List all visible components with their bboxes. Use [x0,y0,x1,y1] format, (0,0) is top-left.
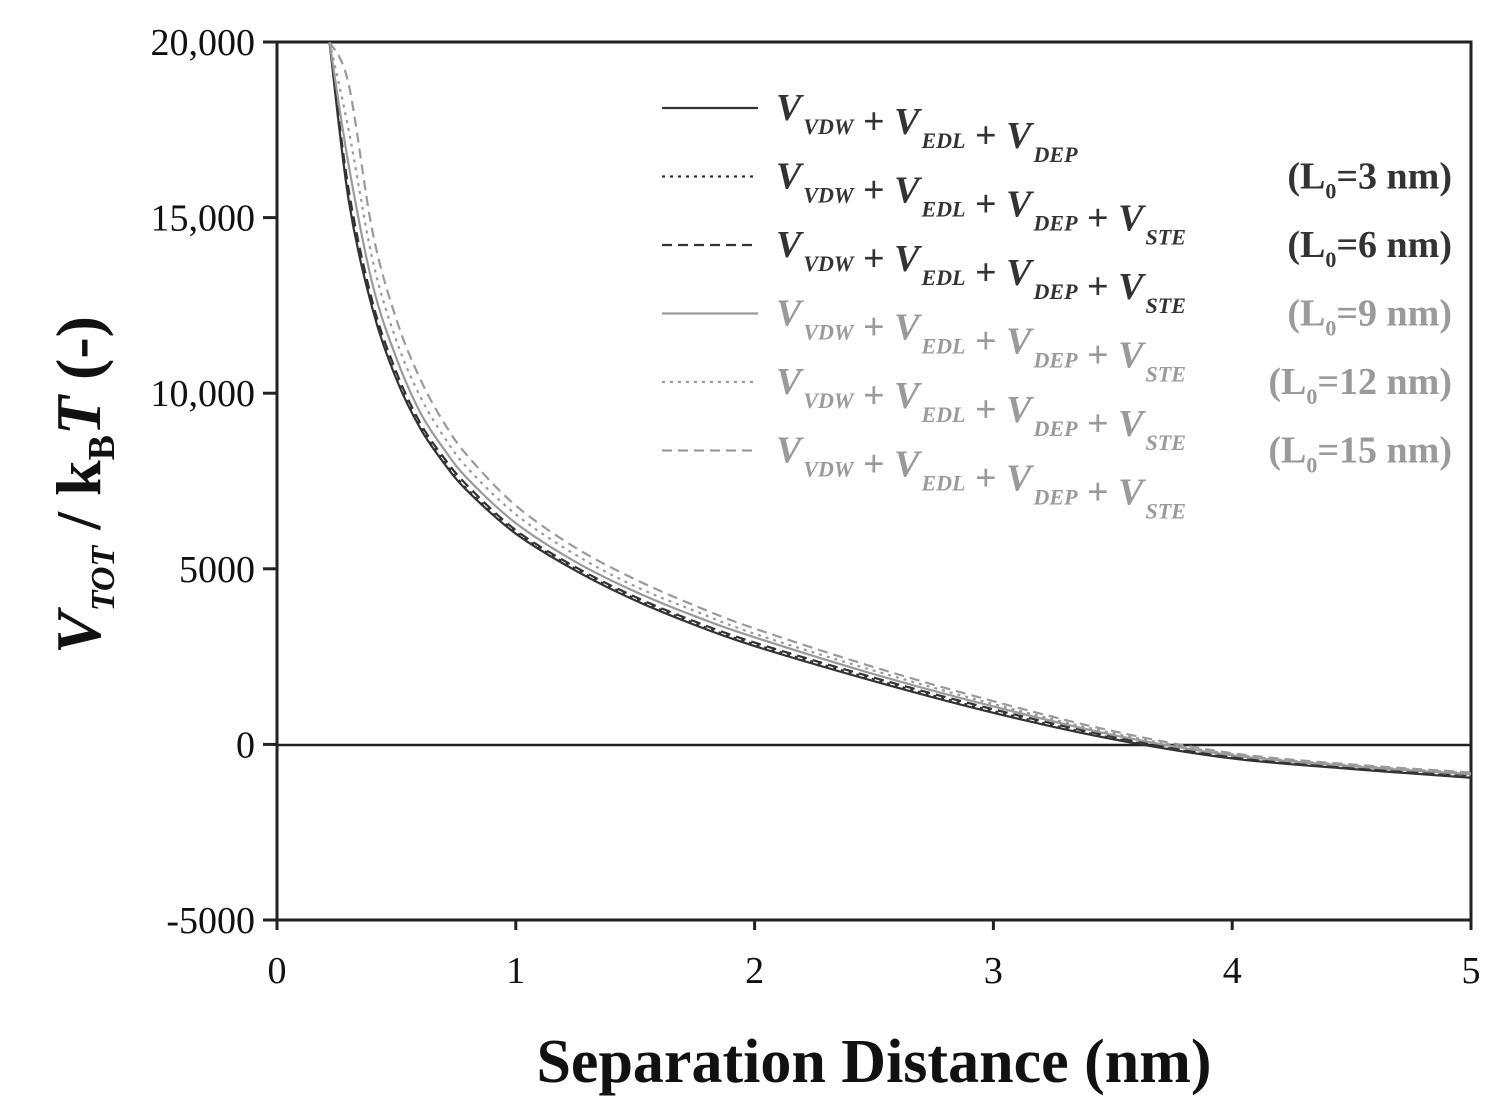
x-tick-label: 2 [745,950,764,992]
legend-entry: VVDW + VEDL + VDEP + VSTE [776,293,1186,387]
legend-entry: VVDW + VEDL + VDEP + VSTE [776,361,1186,455]
legend-length-label: (L0=12 nm) [1268,361,1452,409]
x-tick-label: 4 [1223,950,1242,992]
y-tick-label: 15,000 [151,198,256,240]
x-tick-label: 5 [1462,950,1481,992]
legend-length-label: (L0=9 nm) [1287,293,1452,341]
legend-entry: VVDW + VEDL + VDEP + VSTE [776,430,1186,524]
y-axis-title: VTOT / kBT (-) [43,316,123,654]
legend-length-label: (L0=6 nm) [1287,224,1452,272]
x-tick-label: 3 [984,950,1003,992]
y-tick-label: 0 [236,724,255,766]
legend-length-label: (L0=15 nm) [1268,430,1452,478]
legend-entry: VVDW + VEDL + VDEP + VSTE [776,156,1186,250]
x-axis-title: Separation Distance (nm) [536,1028,1211,1096]
y-tick-label: 5000 [179,549,255,591]
series-line-2 [328,42,1471,778]
series-line-6 [328,42,1471,774]
x-tick-label: 1 [506,950,525,992]
series-line-5 [328,42,1471,775]
x-tick-label: 0 [268,950,287,992]
legend-entry: VVDW + VEDL + VDEP + VSTE [776,224,1186,318]
series-line-4 [328,42,1471,776]
series-line-3 [328,42,1471,777]
legend-length-label: (L0=3 nm) [1287,156,1452,204]
y-tick-label: 10,000 [151,373,256,415]
y-tick-label: 20,000 [151,22,256,64]
plot-frame [275,40,1473,922]
y-tick-label: -5000 [166,900,255,942]
legend-entry: VVDW + VEDL + VDEP [776,87,1078,167]
